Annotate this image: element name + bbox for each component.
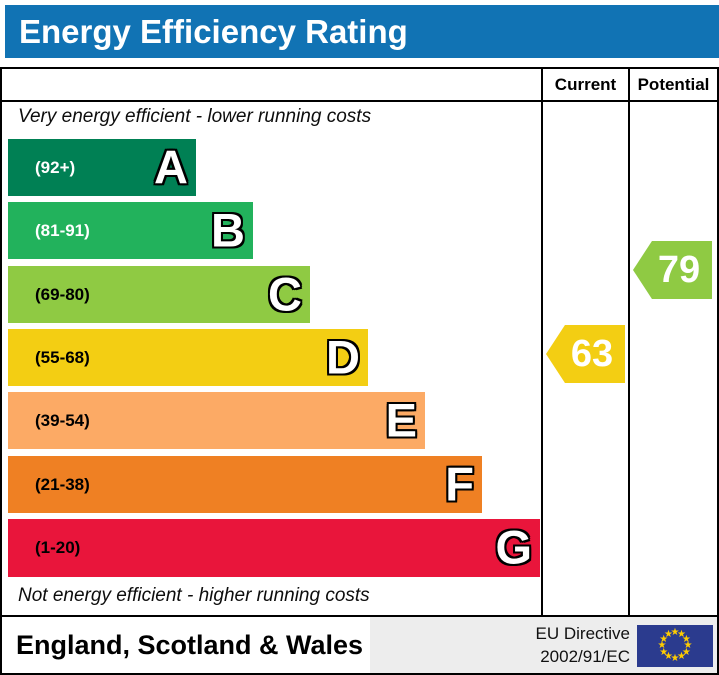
header-row-divider [0,100,719,102]
top-note: Very energy efficient - lower running co… [18,106,372,127]
band-e-letter: E [385,393,417,447]
band-d-letter: D [326,330,360,384]
region-label: England, Scotland & Wales [16,629,364,660]
potential-column-divider [628,67,630,617]
band-a-range: (92+) [35,157,76,177]
title-bar: Energy Efficiency Rating [5,5,719,58]
band-f-letter: F [445,457,474,511]
page-title: Energy Efficiency Rating [19,12,408,50]
column-header-current: Current [554,74,617,94]
current-rating-value: 63 [570,332,614,375]
current-rating-arrow: 63 [546,325,625,383]
band-a: (92+) A [8,139,196,196]
band-b: (81-91) B [8,202,253,259]
bottom-note: Not energy efficient - higher running co… [18,585,370,606]
band-c: (69-80) C [8,266,310,323]
band-g: (1-20) G [8,519,540,577]
potential-rating-value: 79 [657,248,701,291]
eu-directive-line2: 2002/91/EC [540,647,630,666]
band-e-range: (39-54) [35,410,90,430]
eu-directive-label: EU Directive 2002/91/EC [490,622,630,668]
band-c-range: (69-80) [35,284,90,304]
eu-flag-icon: ★ ★ ★ ★ ★ ★ ★ ★ ★ ★ ★ ★ [637,625,713,667]
band-d-range: (55-68) [35,347,90,367]
column-header-potential: Potential [637,74,710,94]
band-e: (39-54) E [8,392,425,449]
band-f: (21-38) F [8,456,482,513]
band-d: (55-68) D [8,329,368,386]
band-b-letter: B [211,203,245,257]
band-c-letter: C [268,267,302,321]
potential-rating-arrow: 79 [633,241,712,299]
band-g-range: (1-20) [35,538,81,557]
current-column-divider [541,67,543,617]
band-g-letter: G [495,520,532,574]
band-b-range: (81-91) [35,220,90,240]
band-f-range: (21-38) [35,474,90,494]
band-a-letter: A [154,140,188,194]
eu-directive-line1: EU Directive [535,624,630,643]
